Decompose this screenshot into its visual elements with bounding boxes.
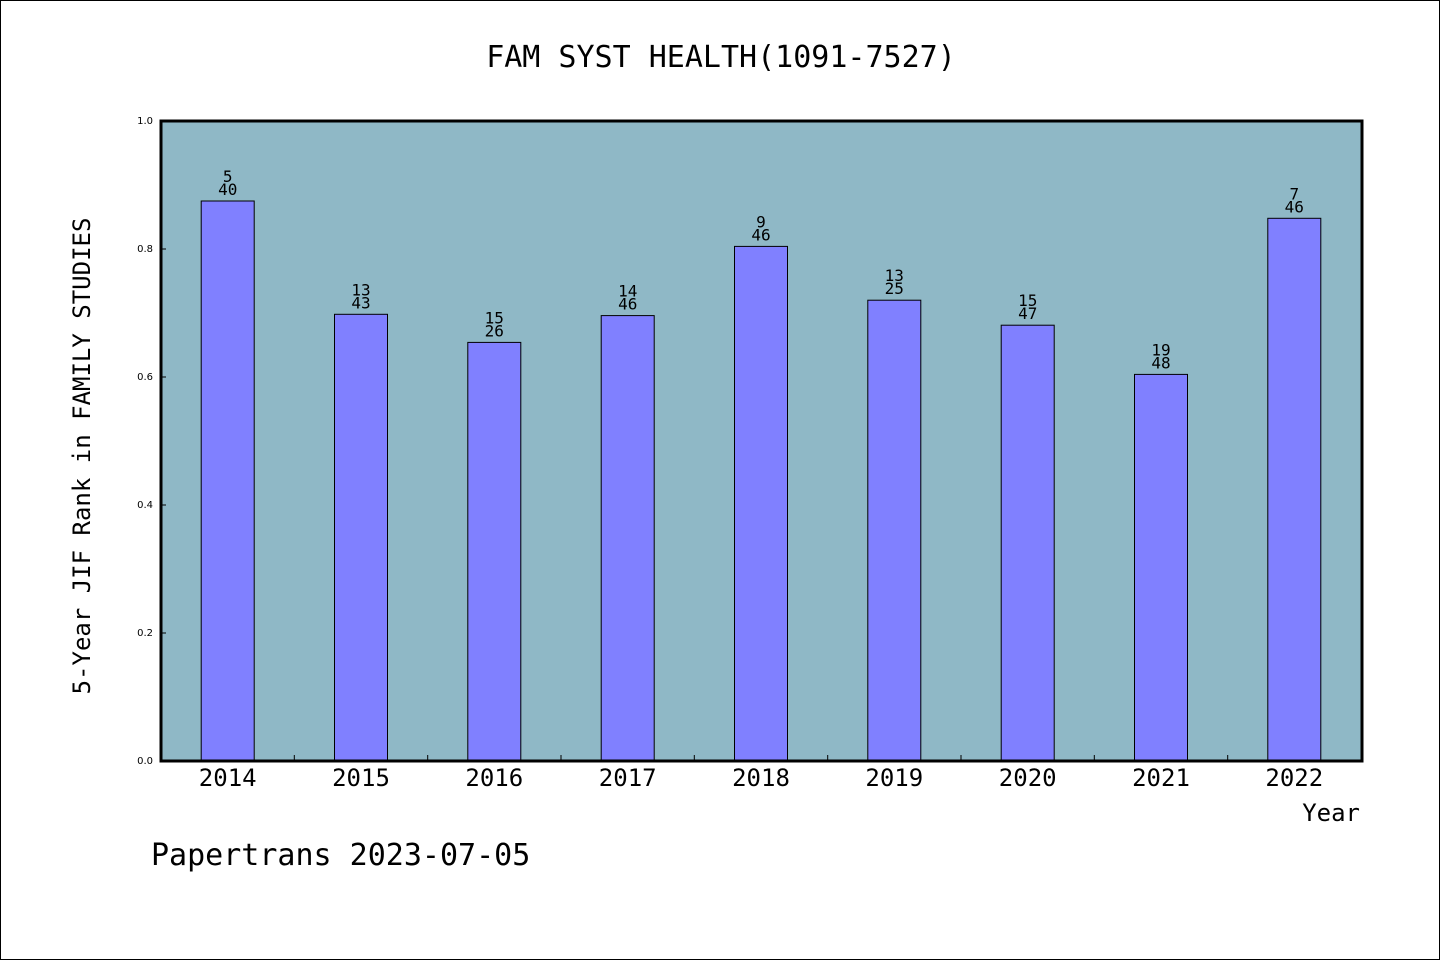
bar-rank-label: 15 xyxy=(1018,291,1037,310)
x-axis-label: Year xyxy=(1302,799,1360,827)
bar xyxy=(867,299,922,762)
x-tick-label: 2015 xyxy=(332,764,390,792)
bar-total-label: 40 xyxy=(218,180,237,199)
footer-text: Papertrans 2023-07-05 xyxy=(151,838,530,873)
x-tick-label: 2017 xyxy=(599,764,657,792)
bar xyxy=(1000,324,1055,762)
y-axis-label: 5-Year JIF Rank in FAMILY STUDIES xyxy=(68,218,96,695)
bar xyxy=(1267,217,1322,762)
bar-total-label: 46 xyxy=(751,225,770,244)
bar-total-label: 47 xyxy=(1018,304,1037,323)
bar-rank-label: 5 xyxy=(223,167,233,186)
bar-total-label: 46 xyxy=(1285,197,1304,216)
bar-rank-label: 19 xyxy=(1151,340,1170,359)
bar-rank-label: 14 xyxy=(618,282,637,301)
y-tick-label: 0.8 xyxy=(137,244,153,255)
x-tick-label: 2014 xyxy=(199,764,257,792)
bar-rank-label: 13 xyxy=(351,280,370,299)
bar-total-label: 43 xyxy=(351,293,370,312)
y-tick-label: 0.2 xyxy=(137,628,153,639)
x-tick-label: 2021 xyxy=(1132,764,1190,792)
x-axis: 2014 2015 2016 2017 2018 2019 2020 2021 2022 xyxy=(199,755,1323,792)
bar xyxy=(467,341,522,762)
bar xyxy=(600,315,655,762)
bar xyxy=(334,313,388,762)
y-tick-label: 0.0 xyxy=(137,756,153,767)
bar xyxy=(200,200,255,762)
bar-rank-label: 9 xyxy=(756,212,766,231)
bar-total-label: 48 xyxy=(1151,353,1170,372)
bar-rank-label: 13 xyxy=(885,266,904,285)
y-tick-label: 1.0 xyxy=(137,116,153,127)
bar-rank-label: 7 xyxy=(1289,184,1299,203)
bar-total-label: 25 xyxy=(885,279,904,298)
bars-layer xyxy=(200,200,1322,762)
x-tick-label: 2018 xyxy=(732,764,790,792)
plot-border xyxy=(159,119,1364,763)
bar xyxy=(734,245,788,762)
x-tick-label: 2019 xyxy=(865,764,923,792)
bar-rank-label: 15 xyxy=(485,308,504,327)
x-tick-label: 2022 xyxy=(1265,764,1323,792)
bar xyxy=(1134,373,1188,762)
bar-total-label: 26 xyxy=(485,321,504,340)
chart-title: FAM SYST HEALTH(1091-7527) xyxy=(486,40,956,75)
x-tick-label: 2016 xyxy=(465,764,523,792)
y-tick-label: 0.4 xyxy=(137,500,153,511)
bar-total-label: 46 xyxy=(618,295,637,314)
y-tick-label: 0.6 xyxy=(137,372,153,383)
x-tick-label: 2020 xyxy=(999,764,1057,792)
